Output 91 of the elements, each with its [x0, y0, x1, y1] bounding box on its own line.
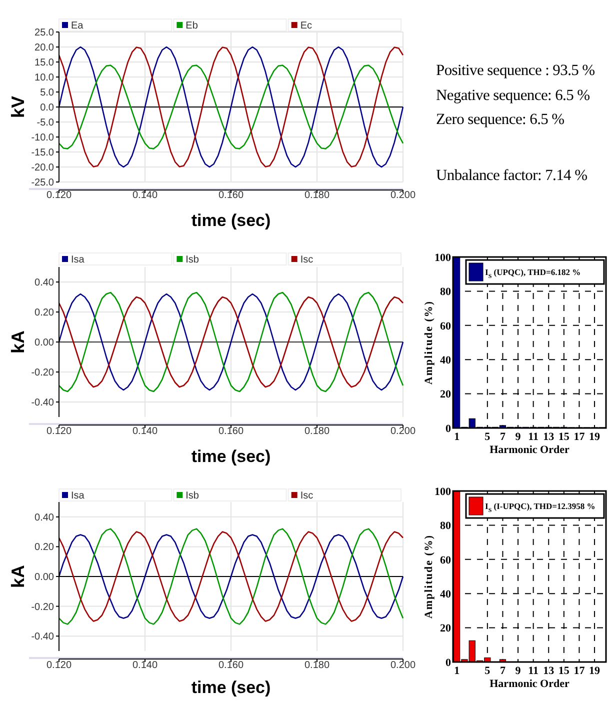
y-tick-label: -15.0 [31, 148, 54, 158]
legend-label: Isb [186, 490, 200, 502]
y-axis-title: kA [8, 330, 28, 354]
legend-label: Isc [300, 254, 314, 266]
y-tick-label: 20 [440, 388, 452, 401]
x-tick-label: 9 [515, 431, 522, 443]
y-tick-label: 25.0 [34, 28, 54, 38]
y-tick-label: 40 [440, 354, 452, 366]
y-tick-label: -25.0 [31, 178, 54, 188]
y-tick-label: 10.0 [34, 72, 54, 84]
legend-label: I$_{S}$ (I-UPQC), THD=12.3958 % [485, 501, 596, 514]
text: Zero sequence: 6.5 % [436, 111, 565, 128]
x-tick-label: 7 [500, 665, 506, 677]
x-tick-label: 0.120 [46, 660, 72, 671]
x-tick-label: 1 [454, 431, 460, 443]
text: Positive sequence : 93.5 % [436, 62, 596, 79]
x-tick-label: 0.140 [132, 190, 158, 201]
x-tick-label: 5 [484, 431, 491, 443]
legend-label: Isa [71, 490, 85, 502]
y-tick-label: -0.40 [31, 398, 54, 408]
x-tick-label: 0.200 [390, 190, 416, 201]
x-tick-label: 0.160 [218, 660, 244, 671]
text: Unbalance factor: 7.14 % [436, 167, 588, 184]
x-tick-label: 19 [589, 665, 601, 677]
y-tick-label: 60 [440, 554, 452, 566]
y-tick-label: 0.20 [34, 308, 54, 318]
x-tick-label: 0.120 [46, 190, 72, 201]
x-tick-label: 0.140 [132, 660, 158, 671]
y-tick-label: -10.0 [31, 132, 54, 144]
y-tick-label: -0.20 [31, 368, 54, 378]
y-tick-label: -5.0 [36, 118, 54, 128]
x-tick-label: 0.140 [132, 426, 158, 437]
x-axis-title: time (sec) [191, 678, 271, 697]
x-tick-label: 5 [484, 665, 491, 677]
y-tick-label: 0.20 [34, 542, 54, 554]
x-tick-label: 0.160 [218, 426, 244, 437]
y-tick-label: 100 [434, 252, 452, 264]
y-tick-label: 80 [440, 520, 452, 532]
x-tick-label: 0.180 [304, 190, 330, 201]
x-axis-title: Harmonic Order [490, 678, 570, 690]
legend-label: Isa [71, 254, 85, 266]
x-tick-label: 1 [454, 665, 460, 677]
x-tick-label: 15 [558, 431, 570, 443]
x-axis-title: time (sec) [191, 447, 271, 466]
y-tick-label: 0 [446, 656, 452, 669]
y-tick-label: 40 [440, 588, 452, 600]
x-tick-label: 19 [589, 431, 601, 443]
x-tick-label: 13 [543, 431, 555, 443]
y-tick-label: 0.0 [40, 102, 54, 114]
x-tick-label: 17 [574, 431, 586, 443]
y-tick-label: 20.0 [34, 42, 54, 54]
legend-label: I$_{S}$ (UPQC), THD=6.182 % [485, 267, 581, 280]
x-tick-label: 15 [558, 665, 570, 677]
y-tick-label: 60 [440, 320, 452, 332]
y-tick-label: 15.0 [34, 58, 54, 68]
y-tick-label: 20 [440, 622, 452, 635]
y-tick-label: 5.0 [40, 88, 54, 98]
legend-label: Ea [71, 20, 84, 32]
x-tick-label: 0.120 [46, 426, 72, 437]
y-tick-label: 0 [446, 422, 452, 435]
legend-label: Isb [186, 254, 200, 266]
x-tick-label: 7 [500, 431, 506, 443]
x-tick-label: 0.200 [390, 660, 416, 671]
x-tick-label: 0.180 [304, 660, 330, 671]
y-tick-label: 0.40 [34, 512, 54, 524]
y-tick-label: 0.40 [34, 278, 54, 288]
x-axis-title: time (sec) [191, 211, 271, 230]
x-tick-label: 13 [543, 665, 555, 677]
legend-label: Eb [186, 20, 198, 32]
x-tick-label: 9 [515, 665, 522, 677]
legend-label: Ec [300, 20, 312, 32]
y-tick-label: 0.00 [34, 338, 54, 348]
y-tick-label: -20.0 [31, 162, 54, 174]
x-axis-title: Harmonic Order [490, 444, 570, 456]
x-tick-label: 11 [528, 665, 539, 677]
y-tick-label: 100 [434, 486, 452, 498]
text: Negative sequence: 6.5 % [436, 87, 590, 104]
x-tick-label: 11 [528, 431, 539, 443]
x-tick-label: 0.160 [218, 190, 244, 201]
y-axis-title: kV [8, 96, 28, 118]
y-tick-label: -0.20 [31, 602, 54, 613]
legend-label: Isc [300, 490, 314, 502]
x-tick-label: 0.180 [304, 426, 330, 437]
y-tick-label: 0.00 [34, 572, 54, 583]
y-tick-label: 80 [440, 286, 452, 298]
x-tick-label: 17 [574, 665, 586, 677]
y-axis-title: Amplitude (%) [423, 534, 435, 619]
y-tick-label: -0.40 [31, 632, 54, 643]
x-tick-label: 0.200 [390, 426, 416, 437]
y-axis-title: kA [8, 564, 28, 588]
y-axis-title: Amplitude (%) [423, 300, 435, 385]
